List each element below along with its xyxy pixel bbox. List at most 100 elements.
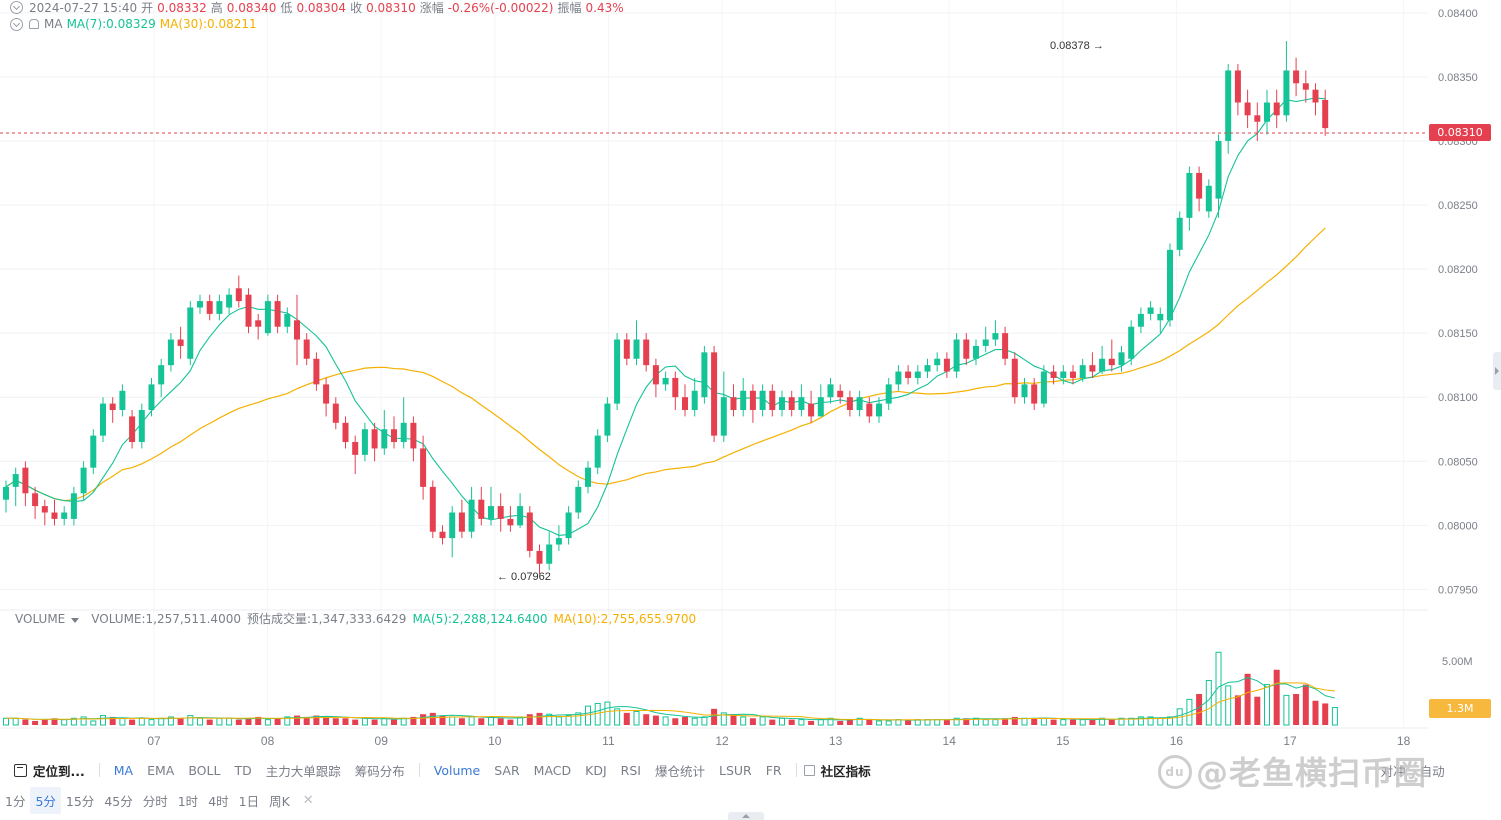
community-indicators-button[interactable]: 社区指标 [820,763,871,779]
candle-body [585,467,591,487]
indicator-macd[interactable]: MACD [533,762,572,778]
candle-body [652,365,659,385]
volume-bar [982,719,989,726]
interval-1m[interactable]: 1分 [5,793,26,809]
volume-bar [1147,716,1154,726]
interval-4h[interactable]: 4时 [208,793,229,809]
candle-body [391,429,397,443]
candle-body [895,371,902,385]
candle-body [827,384,834,398]
edit-icon[interactable] [803,764,815,776]
volume-bars [3,651,1338,726]
candle-body [1099,358,1106,372]
interval-week[interactable]: 周K [269,793,290,809]
auto-toggle[interactable]: 自动 [1419,763,1445,779]
indicator-ema[interactable]: EMA [147,762,175,778]
time-tick-label: 13 [829,734,843,748]
time-tick-label: 08 [261,734,275,748]
volume-indicator-select[interactable]: VOLUME [15,612,85,626]
ma-lines [5,97,1326,536]
candles [3,41,1329,574]
candle-body [963,339,970,359]
candle-body [856,397,863,410]
collapse-icon[interactable] [10,1,23,14]
volume-bar [798,719,805,726]
candle-body [1128,326,1135,359]
candle-body [167,339,174,366]
indicator-chip[interactable]: 筹码分布 [354,763,405,779]
volume-bar [526,714,533,725]
indicator-sar[interactable]: SAR [494,762,520,778]
estimated-volume: 预估成交量:1,347,333.6429 [246,612,407,626]
volume-bar [740,716,747,726]
volume-bar [720,712,727,726]
candle-body [90,435,97,468]
amplitude-label: 振幅 [557,1,582,15]
volume-bar [730,715,737,725]
volume-bar [381,717,388,726]
volume-bar [1002,718,1009,725]
volume-bar [1137,716,1144,726]
candle-body [662,377,669,385]
indicator-fr[interactable]: FR [765,762,782,778]
right-panel-handle[interactable] [1493,352,1501,390]
interval-timeshare[interactable]: 分时 [142,793,168,809]
bottom-panel-handle[interactable] [728,812,764,820]
interval-1h[interactable]: 1时 [177,793,199,809]
candle-body [342,422,349,443]
bell-icon[interactable] [29,19,39,29]
volume-bar [691,717,698,726]
volume-bar [788,719,795,725]
candle-body [177,339,184,346]
hedge-toggle[interactable]: 对冲 [1380,763,1406,779]
interval-5m[interactable]: 5分 [30,786,61,814]
volume-bar [449,716,456,726]
volume-bar [808,720,815,725]
candle-body [12,474,19,487]
candle-body [1322,99,1329,129]
interval-15m[interactable]: 15分 [65,793,95,809]
candle-body [109,403,116,410]
candle-body [1264,102,1270,122]
candle-body [274,301,281,327]
volume-bar [555,716,562,726]
volume-bar [1331,706,1338,726]
indicator-liquidation[interactable]: 爆仓统计 [654,763,705,779]
candle-body [51,512,58,519]
volume-bar [226,717,233,726]
kline-chart[interactable]: 0.084000.083500.083000.082500.082000.081… [0,0,1501,755]
price-tick-label: 0.08350 [1438,72,1478,84]
divider [418,763,420,777]
price-tick-label: 0.08250 [1438,200,1478,212]
collapse-icon[interactable] [10,17,23,31]
candle-body [876,403,882,417]
volume-bar [41,719,48,725]
volume-bar [817,719,824,726]
candle-body [1031,384,1038,404]
indicator-boll[interactable]: BOLL [188,762,221,778]
open-value: 0.08332 [157,0,207,15]
candle-body [905,371,912,378]
indicator-kdj[interactable]: KDJ [585,762,607,778]
interval-45m[interactable]: 45分 [104,793,133,809]
volume-bar [488,716,494,726]
calendar-icon[interactable] [14,763,27,777]
candle-body [1244,102,1251,116]
volume-bar [1293,694,1300,725]
interval-1d[interactable]: 1日 [238,793,260,809]
indicator-lsur[interactable]: LSUR [718,762,752,778]
indicator-main-force[interactable]: 主力大单跟踪 [265,763,341,779]
candle-body [817,397,824,417]
volume-bar [1225,685,1232,726]
indicator-rsi[interactable]: RSI [620,762,641,778]
indicator-volume[interactable]: Volume [433,762,481,778]
indicator-ma[interactable]: MA [113,762,134,778]
volume-bar [3,717,9,726]
volume-bar [1283,694,1290,726]
volume-bar [439,715,446,725]
ohlc-legend: 2024-07-27 15:40 开 0.08332 高 0.08340 低 0.08… [10,0,624,16]
close-icon[interactable]: ✕ [302,792,314,808]
locate-button[interactable]: 定位到... [33,763,85,779]
ma-label[interactable]: MA [44,17,63,31]
indicator-td[interactable]: TD [234,762,252,778]
